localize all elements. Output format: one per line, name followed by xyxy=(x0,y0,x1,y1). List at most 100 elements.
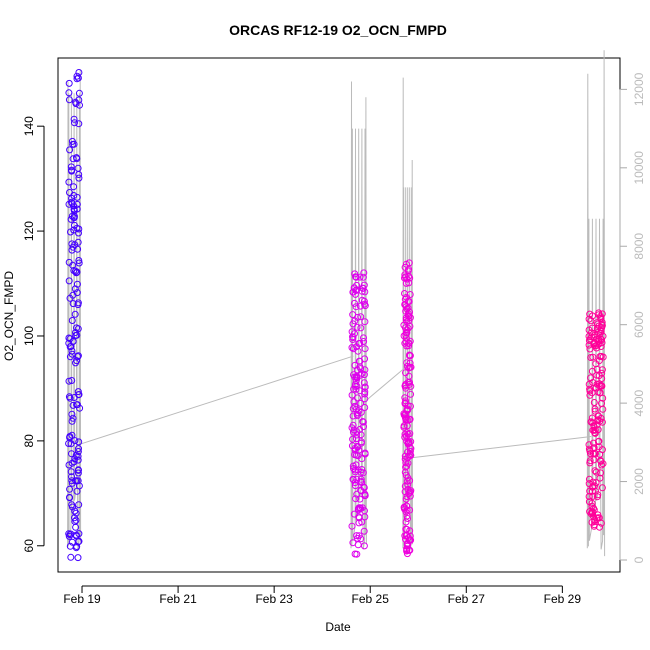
data-point xyxy=(360,334,367,342)
data-point xyxy=(587,418,595,426)
data-point xyxy=(353,281,361,289)
data-point xyxy=(354,394,361,402)
data-point xyxy=(361,395,369,403)
data-point xyxy=(70,458,78,466)
data-point xyxy=(594,438,602,446)
data-point xyxy=(406,351,413,359)
data-point xyxy=(594,412,602,420)
data-point xyxy=(74,352,82,360)
x-tick-label: Feb 25 xyxy=(352,592,390,606)
data-point xyxy=(73,280,81,288)
data-point xyxy=(585,326,593,334)
data-point xyxy=(401,394,409,402)
data-point xyxy=(359,469,367,477)
data-point xyxy=(403,359,411,367)
data-point xyxy=(70,183,78,191)
y2-tick-label: 10000 xyxy=(632,151,646,185)
data-point xyxy=(596,389,604,397)
data-point xyxy=(407,363,415,371)
data-point xyxy=(358,455,366,463)
secondary-connector-line xyxy=(79,355,354,445)
data-point xyxy=(74,469,82,477)
data-point xyxy=(361,450,369,458)
data-point xyxy=(74,164,82,172)
data-point xyxy=(349,320,357,328)
data-point xyxy=(587,510,595,518)
data-point xyxy=(400,332,408,340)
data-point xyxy=(68,501,76,509)
data-point xyxy=(75,120,83,128)
data-point xyxy=(401,271,409,279)
data-point xyxy=(356,363,364,371)
data-point xyxy=(590,426,598,434)
data-point xyxy=(66,189,73,196)
data-point xyxy=(350,465,357,472)
data-point xyxy=(71,221,78,229)
data-point xyxy=(588,414,596,422)
data-point xyxy=(593,380,601,388)
data-point xyxy=(598,484,606,492)
y2-axis: 0 2000 4000 6000 8000 10000 12000 xyxy=(619,72,646,563)
data-point xyxy=(594,491,602,499)
secondary-connector-line xyxy=(409,435,592,459)
x-tick-label: Feb 29 xyxy=(544,592,582,606)
data-point xyxy=(73,205,81,213)
data-point xyxy=(74,554,82,562)
data-point xyxy=(594,320,602,328)
data-point xyxy=(585,380,593,388)
data-point xyxy=(353,490,361,498)
data-point xyxy=(357,313,365,321)
data-point xyxy=(592,468,600,476)
data-point xyxy=(404,430,412,438)
data-point xyxy=(73,155,81,163)
data-point xyxy=(585,475,593,483)
data-point xyxy=(68,240,76,248)
data-point xyxy=(402,459,410,467)
data-point xyxy=(595,336,603,344)
data-point xyxy=(71,310,79,318)
data-point xyxy=(404,474,412,482)
data-point xyxy=(351,466,359,474)
data-point xyxy=(361,318,369,326)
data-point xyxy=(352,373,360,381)
data-point xyxy=(590,340,598,348)
plot-frame xyxy=(57,57,621,573)
data-point xyxy=(70,115,78,123)
data-point xyxy=(355,504,363,512)
data-point xyxy=(353,532,361,540)
data-point xyxy=(75,69,83,76)
data-point xyxy=(355,532,363,540)
secondary-series-layer xyxy=(67,50,606,557)
data-point xyxy=(359,418,367,425)
data-point xyxy=(68,317,76,324)
data-point xyxy=(69,140,77,148)
data-point xyxy=(68,167,76,175)
data-point xyxy=(67,163,75,171)
data-point xyxy=(67,553,75,561)
data-point xyxy=(597,469,605,477)
data-point xyxy=(351,361,359,369)
data-point xyxy=(65,258,73,266)
data-point xyxy=(404,310,412,318)
data-point xyxy=(589,312,596,320)
data-point xyxy=(406,416,414,424)
y2-tick-label: 12000 xyxy=(632,72,646,106)
data-point xyxy=(357,439,365,447)
data-point xyxy=(591,342,599,350)
data-point xyxy=(73,331,81,339)
data-point xyxy=(65,200,73,208)
data-point xyxy=(66,353,74,361)
data-point xyxy=(68,377,76,384)
data-point xyxy=(352,495,360,503)
data-point xyxy=(405,259,413,267)
data-point xyxy=(597,519,605,527)
data-point xyxy=(403,422,411,430)
data-point xyxy=(404,534,412,542)
data-point xyxy=(68,137,76,145)
data-point xyxy=(68,212,76,220)
data-point xyxy=(65,461,73,469)
data-point xyxy=(593,365,601,373)
data-point xyxy=(74,477,82,485)
data-point xyxy=(71,241,79,249)
data-point xyxy=(597,314,605,322)
